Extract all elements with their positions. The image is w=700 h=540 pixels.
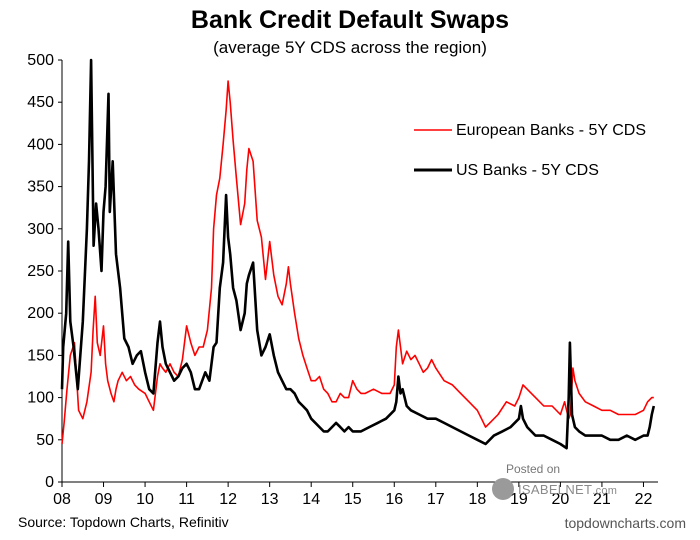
x-tick-label: 16 — [385, 491, 403, 508]
y-tick-label: 50 — [36, 432, 54, 449]
x-tick-label: 12 — [219, 491, 237, 508]
watermark-site-name: ISABELNET — [518, 481, 593, 497]
x-tick-label: 21 — [593, 491, 611, 508]
x-tick-label: 20 — [551, 491, 569, 508]
legend-label: US Banks - 5Y CDS — [456, 162, 599, 179]
x-tick-label: 17 — [427, 491, 445, 508]
x-tick-label: 13 — [261, 491, 279, 508]
x-tick-label: 10 — [136, 491, 154, 508]
y-tick-label: 250 — [27, 263, 54, 280]
source-note: Source: Topdown Charts, Refinitiv — [18, 514, 229, 530]
y-tick-label: 350 — [27, 179, 54, 196]
y-tick-label: 300 — [27, 221, 54, 238]
watermark-site: ISABELNET.com — [518, 482, 617, 497]
y-tick-label: 400 — [27, 136, 54, 153]
watermark-posted-label: Posted on — [506, 462, 561, 476]
y-tick-label: 450 — [27, 94, 54, 111]
legend-label: European Banks - 5Y CDS — [456, 122, 646, 139]
x-tick-label: 22 — [635, 491, 653, 508]
y-tick-label: 150 — [27, 347, 54, 364]
x-tick-label: 09 — [95, 491, 113, 508]
chart-title: Bank Credit Default Swaps — [190, 6, 510, 34]
x-tick-label: 18 — [468, 491, 486, 508]
y-tick-label: 100 — [27, 390, 54, 407]
watermark: Posted on ISABELNET.com — [492, 462, 652, 500]
watermark-site-domain: .com — [592, 484, 618, 497]
y-tick-label: 200 — [27, 305, 54, 322]
x-tick-label: 11 — [178, 491, 195, 508]
series-line-us-banks — [60, 58, 656, 450]
x-tick-label: 15 — [344, 491, 362, 508]
x-tick-label: 08 — [53, 491, 71, 508]
series-line-european-banks — [61, 80, 654, 445]
brand-link[interactable]: topdowncharts.com — [564, 515, 686, 531]
y-tick-label: 500 — [27, 52, 54, 69]
x-tick-label: 19 — [510, 491, 528, 508]
y-tick-label: 0 — [45, 474, 54, 491]
x-tick-label: 14 — [302, 491, 320, 508]
chart-subtitle: (average 5Y CDS across the region) — [213, 38, 487, 57]
watermark-logo-icon — [492, 478, 514, 500]
